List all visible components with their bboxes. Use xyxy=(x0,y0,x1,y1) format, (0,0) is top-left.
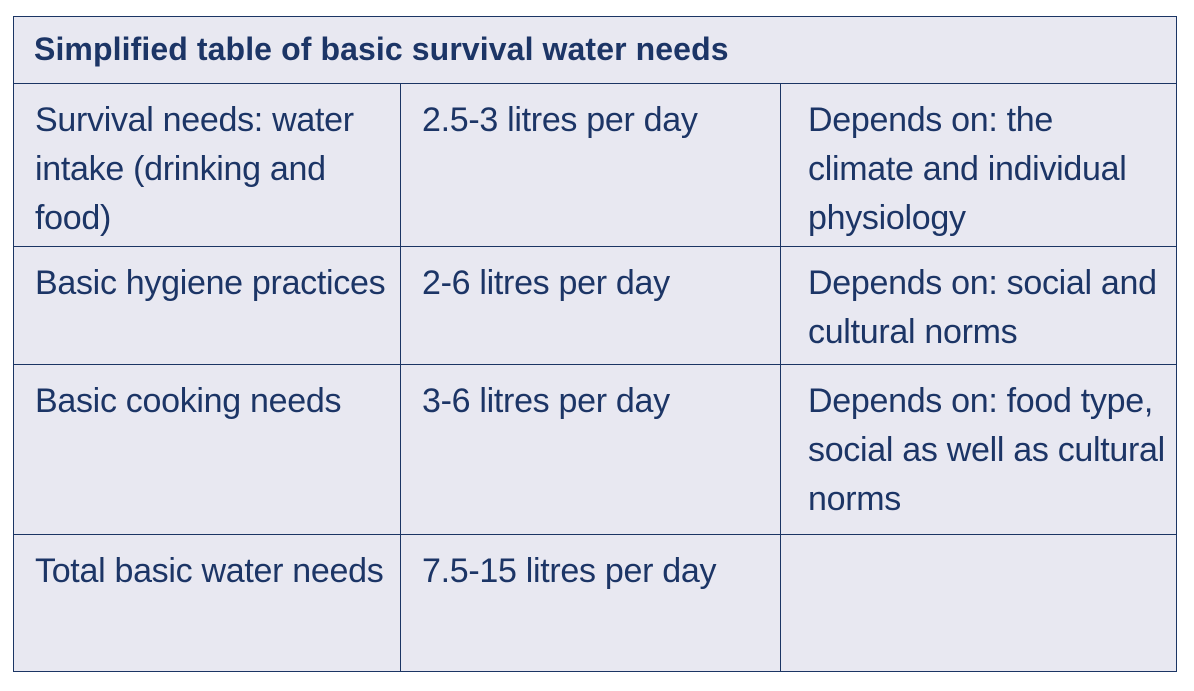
depends-cell: Depends on: social and cultural norms xyxy=(780,247,1176,364)
need-cell: Total basic water needs xyxy=(35,552,384,590)
table-title-row: Simplified table of basic survival water… xyxy=(14,17,1176,84)
table-row-survival: Survival needs: water intake (drinking a… xyxy=(14,84,1176,247)
water-needs-table: Simplified table of basic survival water… xyxy=(13,16,1177,672)
table-title: Simplified table of basic survival water… xyxy=(34,31,729,67)
need-cell: Basic cooking needs xyxy=(35,382,342,420)
amount-cell: 2.5-3 litres per day xyxy=(400,84,780,246)
need-cell: Survival needs: water intake (drinking a… xyxy=(35,101,354,237)
table-row-hygiene: Basic hygiene practices 2-6 litres per d… xyxy=(14,247,1176,365)
amount-cell: 7.5-15 litres per day xyxy=(400,535,780,671)
depends-cell xyxy=(780,535,1176,671)
table-row-total: Total basic water needs 7.5-15 litres pe… xyxy=(14,535,1176,671)
depends-cell: Depends on: food type, social as well as… xyxy=(780,365,1176,534)
need-cell: Basic hygiene practices xyxy=(35,264,386,302)
amount-cell: 2-6 litres per day xyxy=(400,247,780,364)
table-body: Survival needs: water intake (drinking a… xyxy=(14,84,1176,671)
amount-cell: 3-6 litres per day xyxy=(400,365,780,534)
depends-cell: Depends on: the climate and individual p… xyxy=(780,84,1176,246)
table-row-cooking: Basic cooking needs 3-6 litres per day D… xyxy=(14,365,1176,535)
